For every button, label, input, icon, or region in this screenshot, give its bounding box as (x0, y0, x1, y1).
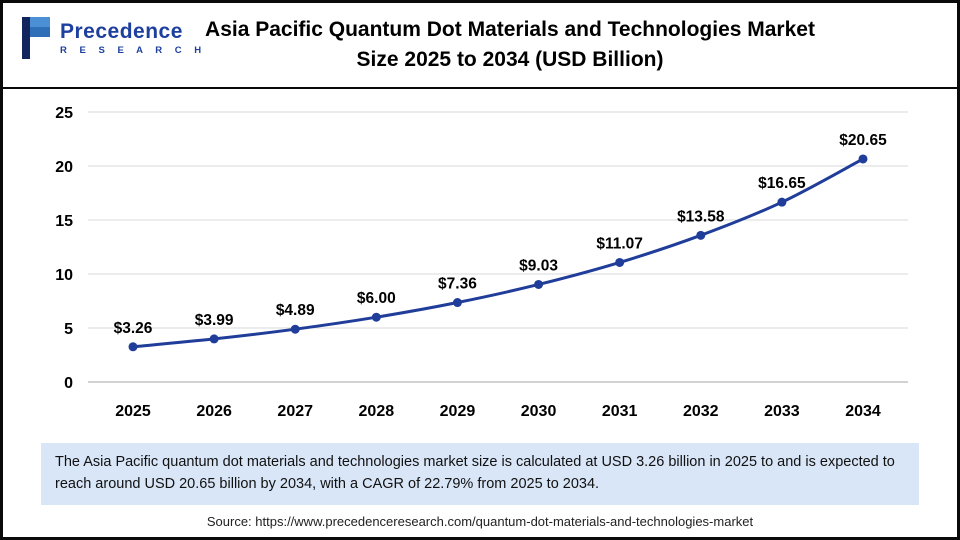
x-axis-label: 2030 (521, 403, 557, 420)
data-label: $3.26 (114, 320, 153, 337)
x-axis-label: 2028 (359, 403, 395, 420)
precedence-logo-icon (22, 17, 50, 59)
x-axis-label: 2026 (196, 403, 232, 420)
logo: Precedence R E S E A R C H (19, 15, 206, 61)
data-label: $9.03 (519, 257, 558, 274)
chart-point (696, 230, 706, 240)
chart-point (858, 154, 868, 164)
chart-point (209, 334, 219, 344)
x-axis-label: 2025 (115, 403, 151, 420)
chart-point (371, 312, 381, 322)
logo-name: Precedence (60, 19, 183, 43)
data-label: $3.99 (195, 312, 234, 329)
source-text: Source: https://www.precedenceresearch.c… (206, 513, 754, 529)
y-axis-label: 10 (55, 267, 73, 284)
data-label: $13.58 (677, 208, 725, 225)
summary-note: The Asia Pacific quantum dot materials a… (41, 443, 919, 505)
chart-point (615, 257, 625, 267)
data-label: $7.36 (438, 276, 477, 293)
chart-point (534, 279, 544, 289)
data-label: $4.89 (276, 302, 315, 319)
chart-point (128, 342, 138, 352)
data-label: $6.00 (357, 290, 396, 307)
chart-title-line1: Asia Pacific Quantum Dot Materials and T… (205, 17, 815, 41)
data-label: $16.65 (758, 175, 806, 192)
chart-point (290, 324, 300, 334)
y-axis-label: 15 (55, 213, 73, 230)
data-label: $20.65 (839, 132, 887, 149)
x-axis-label: 2031 (602, 403, 638, 420)
chart-title-line2: Size 2025 to 2034 (USD Billion) (356, 48, 664, 71)
header: Precedence R E S E A R C H Asia Pacific … (3, 3, 957, 89)
chart-line (132, 157, 864, 349)
y-axis-label: 25 (55, 105, 73, 122)
y-axis-label: 5 (64, 321, 73, 338)
x-axis-label: 2027 (277, 403, 313, 420)
x-axis-label: 2032 (683, 403, 719, 420)
data-label: $11.07 (596, 235, 643, 252)
chart-area: 0 5 10 15 20 25 $3.26 $3.99 $4.89 $6.00 $7.36 $9.03… (3, 89, 957, 439)
y-axis-label: 0 (64, 375, 73, 392)
x-axis-label: 2033 (764, 403, 800, 420)
x-axis-label: 2029 (440, 403, 476, 420)
logo-subtitle: R E S E A R C H (60, 44, 207, 56)
chart-title: Asia Pacific Quantum Dot Materials and T… (145, 15, 815, 76)
logo-text: Precedence R E S E A R C H (60, 21, 206, 56)
chart-point (452, 298, 462, 308)
chart-point (777, 197, 787, 207)
x-axis-label: 2034 (845, 403, 881, 420)
y-axis-label: 20 (55, 159, 73, 176)
